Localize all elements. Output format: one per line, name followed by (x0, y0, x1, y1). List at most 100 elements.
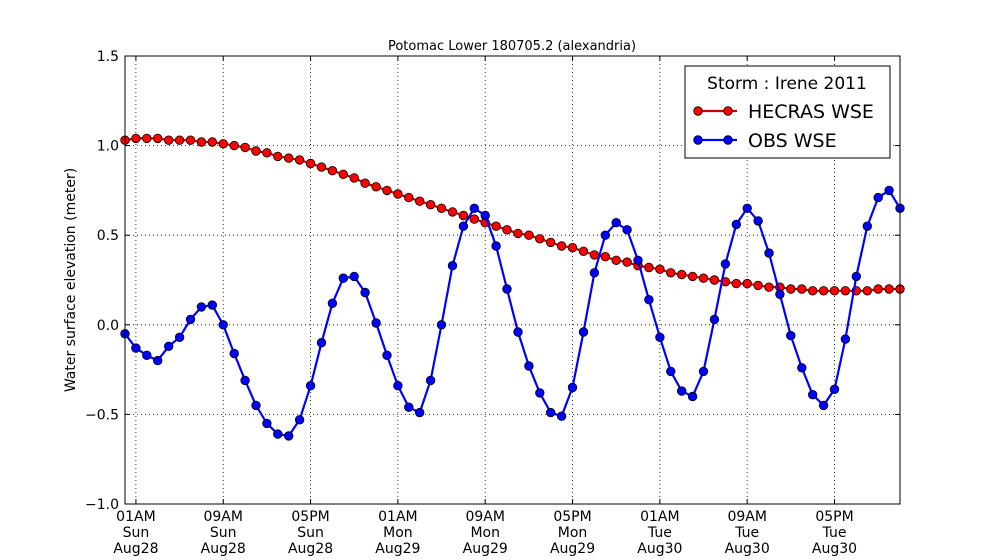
x-tick-label: Sun (210, 525, 237, 541)
x-tick-label: Sun (123, 525, 150, 541)
data-point (152, 355, 163, 366)
data-point (884, 185, 894, 196)
data-point (251, 400, 261, 411)
data-point (447, 261, 458, 271)
data-point (174, 332, 185, 343)
x-tick-label: Aug28 (288, 541, 333, 557)
data-point (415, 407, 425, 418)
series-group (120, 133, 905, 441)
data-point (786, 284, 796, 294)
data-point (273, 151, 283, 162)
data-point (196, 137, 207, 147)
data-point (196, 302, 207, 312)
data-point (425, 199, 436, 210)
data-point (709, 275, 720, 285)
data-point (829, 286, 840, 296)
x-tick-label: Tue (734, 525, 759, 541)
x-tick-label: Mon (470, 525, 500, 541)
data-point (469, 214, 480, 224)
data-point (142, 350, 152, 361)
data-point (666, 268, 676, 278)
y-tick-label: 0.5 (97, 228, 119, 244)
data-point (567, 242, 578, 253)
data-point (327, 298, 338, 309)
data-point (262, 418, 272, 429)
x-tick-label: Aug30 (725, 541, 770, 557)
data-point (753, 280, 763, 291)
data-point (163, 341, 174, 352)
data-point (240, 142, 250, 153)
data-point (818, 400, 829, 411)
data-point (873, 284, 883, 294)
data-point (338, 169, 349, 180)
y-tick-label: 1.5 (97, 49, 119, 65)
data-point (622, 225, 632, 235)
y-tick-label: 1.0 (97, 139, 119, 155)
data-point (556, 241, 567, 251)
x-tick-label: Sun (297, 525, 324, 541)
data-point (851, 271, 862, 282)
data-point (611, 217, 621, 228)
data-point (764, 282, 774, 292)
x-tick-label: 01AM (640, 509, 679, 525)
data-point (436, 203, 447, 214)
data-point (687, 391, 698, 402)
legend-title: Storm : Irene 2011 (707, 74, 867, 94)
data-point (404, 402, 414, 412)
data-point (360, 287, 370, 298)
data-point (425, 375, 436, 386)
series-obs-wse (120, 185, 905, 441)
data-point (884, 284, 894, 294)
data-point (666, 366, 676, 377)
data-point (600, 230, 611, 240)
data-point (677, 386, 687, 396)
data-point (491, 221, 501, 231)
data-point (546, 407, 556, 418)
data-point (185, 314, 196, 325)
y-tick-label: −0.5 (85, 407, 119, 423)
data-point (229, 140, 239, 151)
data-point (371, 318, 381, 328)
data-point (185, 135, 196, 145)
data-point (262, 148, 272, 158)
y-tick-label: −1.0 (85, 497, 119, 513)
data-point (655, 332, 665, 343)
data-point (764, 248, 774, 258)
x-tick-label: 09AM (727, 509, 766, 525)
data-point (404, 192, 414, 203)
x-tick-label: Aug29 (375, 541, 420, 557)
data-point (393, 381, 403, 391)
data-point (840, 286, 851, 296)
data-point (415, 196, 425, 206)
data-point (458, 210, 469, 221)
data-point (502, 284, 512, 294)
data-point (698, 273, 709, 283)
data-point (284, 153, 294, 163)
data-point (611, 255, 621, 265)
data-point (218, 320, 228, 330)
data-point (447, 207, 458, 217)
data-point (546, 237, 556, 248)
legend-marker (723, 106, 733, 116)
data-point (742, 203, 752, 214)
data-point (524, 361, 534, 371)
data-point (644, 262, 654, 273)
data-point (284, 431, 294, 441)
data-point (775, 289, 785, 300)
data-point (294, 155, 305, 165)
data-point (720, 259, 731, 269)
data-point (174, 135, 185, 145)
data-point (655, 264, 665, 274)
data-point (207, 137, 218, 147)
data-point (524, 230, 534, 240)
data-point (305, 381, 316, 391)
legend-label: OBS WSE (748, 130, 837, 152)
data-point (753, 216, 763, 226)
data-point (633, 255, 643, 265)
data-point (862, 286, 873, 296)
legend-label: HECRAS WSE (748, 101, 874, 123)
data-point (349, 271, 359, 282)
data-point (742, 278, 752, 289)
data-point (382, 185, 392, 196)
